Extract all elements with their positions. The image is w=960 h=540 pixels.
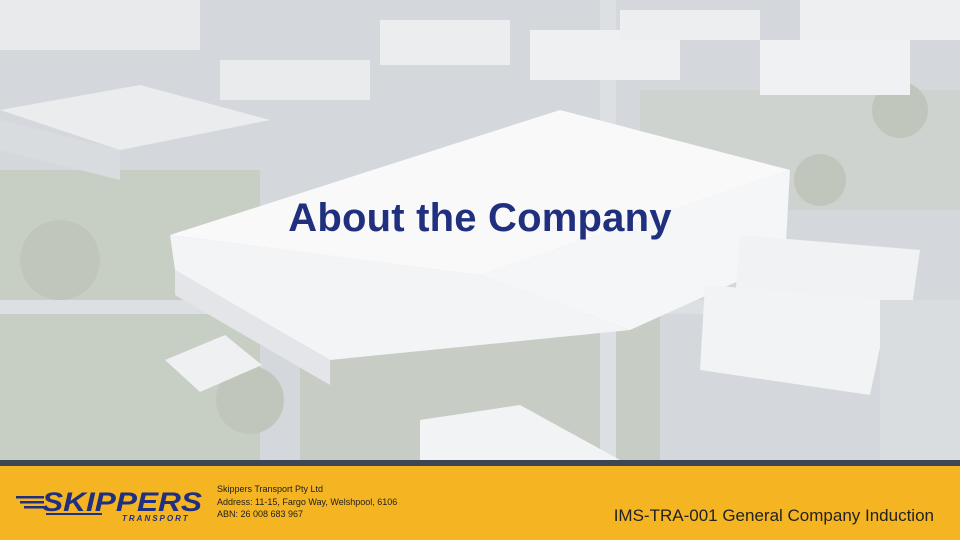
speed-line — [20, 501, 44, 504]
speed-line — [24, 506, 44, 509]
company-abn: ABN: 26 008 683 967 — [217, 509, 304, 520]
document-reference: IMS-TRA-001 General Company Induction — [613, 506, 934, 525]
skippers-logo: SKIPPERS TRANSPORT — [16, 486, 206, 523]
company-address: Address: 11-15, Fargo Way, Welshpool, 61… — [217, 496, 398, 507]
footer-divider — [0, 460, 960, 466]
photo-overlay — [0, 0, 960, 460]
speed-line — [16, 496, 44, 499]
logo-wordmark: SKIPPERS — [42, 487, 202, 517]
footer-bar — [0, 466, 960, 540]
company-name: Skippers Transport Pty Ltd — [217, 484, 324, 494]
logo-underline — [46, 513, 102, 515]
slide-title: About the Company — [288, 196, 672, 240]
logo-subtext: TRANSPORT — [122, 514, 190, 522]
company-details: Skippers Transport Pty Ltd Address: 11-1… — [217, 483, 397, 521]
